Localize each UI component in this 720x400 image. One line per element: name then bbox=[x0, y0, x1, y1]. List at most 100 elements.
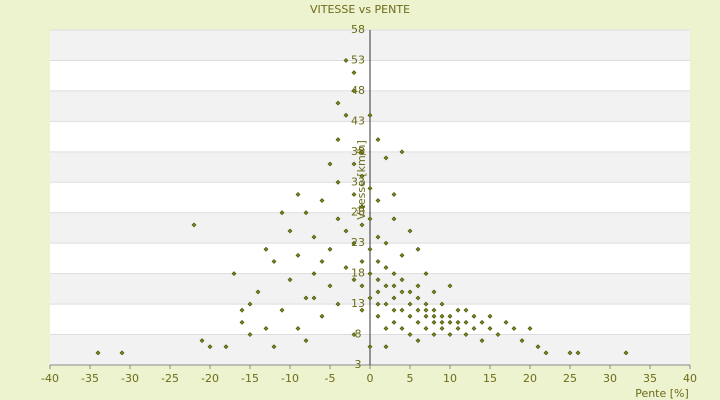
y-tick-label: 23 bbox=[351, 236, 365, 249]
point bbox=[351, 240, 357, 246]
point bbox=[375, 234, 381, 240]
point bbox=[431, 289, 437, 295]
x-tick-label: -35 bbox=[81, 372, 99, 385]
point bbox=[391, 192, 397, 197]
point bbox=[423, 326, 429, 331]
point bbox=[399, 252, 405, 258]
point bbox=[383, 301, 389, 307]
point bbox=[375, 198, 381, 203]
point bbox=[383, 344, 389, 350]
point bbox=[231, 271, 237, 277]
point bbox=[415, 246, 421, 252]
point bbox=[223, 344, 229, 350]
point bbox=[375, 137, 381, 143]
point bbox=[439, 301, 445, 307]
point bbox=[303, 338, 309, 344]
point bbox=[239, 307, 245, 313]
point bbox=[455, 319, 461, 325]
point bbox=[391, 307, 397, 313]
point bbox=[279, 307, 285, 313]
point bbox=[359, 149, 365, 155]
point bbox=[407, 313, 413, 319]
point bbox=[503, 319, 509, 325]
point bbox=[351, 88, 357, 94]
point bbox=[375, 301, 381, 307]
x-tick-label: 20 bbox=[523, 372, 537, 385]
point bbox=[439, 326, 445, 331]
point bbox=[247, 301, 253, 307]
point bbox=[399, 289, 405, 295]
point bbox=[263, 246, 269, 252]
point bbox=[359, 283, 365, 289]
point bbox=[375, 289, 381, 295]
point bbox=[415, 307, 421, 313]
point bbox=[391, 216, 397, 222]
x-tick-label: 5 bbox=[407, 372, 414, 385]
y-tick-label: 48 bbox=[351, 84, 365, 97]
x-tick-label: 35 bbox=[643, 372, 657, 385]
point bbox=[415, 283, 421, 289]
point bbox=[335, 137, 341, 143]
point bbox=[391, 319, 397, 325]
x-tick-label: 15 bbox=[483, 372, 497, 385]
x-tick-label: -30 bbox=[121, 372, 139, 385]
point bbox=[343, 228, 349, 234]
y-tick-label: 38 bbox=[351, 145, 365, 158]
y-tick-label: 58 bbox=[351, 23, 365, 36]
point bbox=[495, 332, 501, 337]
x-tick-label: -25 bbox=[161, 372, 179, 385]
point bbox=[479, 319, 485, 325]
point bbox=[367, 185, 373, 191]
point bbox=[399, 326, 405, 331]
point bbox=[271, 344, 277, 350]
point bbox=[455, 307, 461, 313]
point bbox=[95, 350, 101, 356]
point bbox=[407, 332, 413, 337]
point bbox=[471, 326, 477, 331]
point bbox=[351, 192, 357, 197]
point bbox=[423, 271, 429, 277]
point bbox=[263, 326, 269, 331]
point bbox=[527, 326, 533, 331]
point bbox=[335, 301, 341, 307]
y-tick-label: 53 bbox=[351, 53, 365, 66]
x-tick-label: -40 bbox=[41, 372, 59, 385]
point bbox=[311, 271, 317, 277]
point bbox=[343, 265, 349, 270]
y-tick-label: 3 bbox=[355, 358, 362, 371]
x-tick-label: -20 bbox=[201, 372, 219, 385]
point bbox=[191, 222, 197, 228]
point bbox=[623, 350, 629, 356]
y-tick-label: 18 bbox=[351, 267, 365, 280]
point bbox=[119, 350, 125, 356]
point bbox=[327, 161, 333, 167]
x-axis-label: Pente [%] bbox=[635, 387, 689, 400]
point bbox=[447, 332, 453, 337]
y-tick-label: 33 bbox=[351, 175, 365, 188]
point bbox=[335, 179, 341, 185]
point bbox=[407, 289, 413, 295]
point bbox=[375, 259, 381, 264]
point bbox=[311, 234, 317, 240]
point bbox=[303, 210, 309, 216]
point bbox=[471, 313, 477, 319]
point bbox=[439, 313, 445, 319]
x-tick-label: 30 bbox=[603, 372, 617, 385]
point bbox=[399, 307, 405, 313]
point bbox=[327, 283, 333, 289]
point bbox=[399, 277, 405, 283]
point bbox=[311, 295, 317, 301]
point bbox=[367, 246, 373, 252]
y-tick-label: 43 bbox=[351, 114, 365, 127]
point bbox=[239, 319, 245, 325]
point bbox=[295, 326, 301, 331]
x-tick-label: -15 bbox=[241, 372, 259, 385]
y-tick-label: 28 bbox=[351, 206, 365, 219]
point bbox=[415, 338, 421, 344]
point bbox=[359, 173, 365, 179]
point bbox=[487, 313, 493, 319]
point bbox=[207, 344, 213, 350]
x-tick-label: -10 bbox=[281, 372, 299, 385]
y-axis-label: Vitesse [km/h] bbox=[355, 140, 368, 220]
point bbox=[279, 210, 285, 216]
